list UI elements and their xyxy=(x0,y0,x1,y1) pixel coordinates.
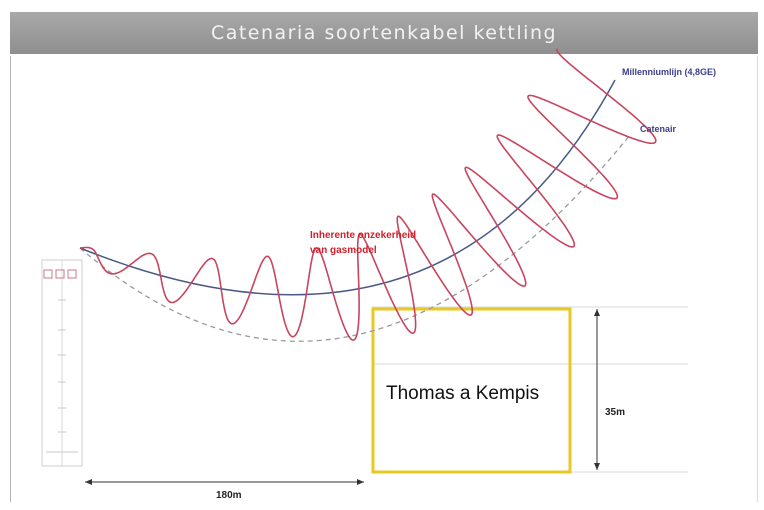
catenary-label: Catenair xyxy=(640,124,677,134)
ruler-scale-icon xyxy=(41,259,83,467)
wire-curve xyxy=(79,79,616,296)
width-dimension-label: 180m xyxy=(216,490,242,501)
uncertainty-label-line1: Inherente onzekerheid xyxy=(310,230,416,241)
uncertainty-label-line2: van gasmodel xyxy=(310,245,377,256)
height-dimension-label: 35m xyxy=(605,407,625,418)
slide-title: Catenaria soortenkabel kettling xyxy=(10,12,758,54)
height-dimension xyxy=(594,309,600,470)
width-dimension xyxy=(85,479,364,485)
catenary-dashed-curve xyxy=(79,134,631,342)
uncertainty-oscillation xyxy=(79,48,657,341)
wire-label: Millenniumlijn (4,8GE) xyxy=(622,67,716,77)
diagram-panel xyxy=(10,56,758,502)
building-name: Thomas a Kempis xyxy=(386,383,539,404)
